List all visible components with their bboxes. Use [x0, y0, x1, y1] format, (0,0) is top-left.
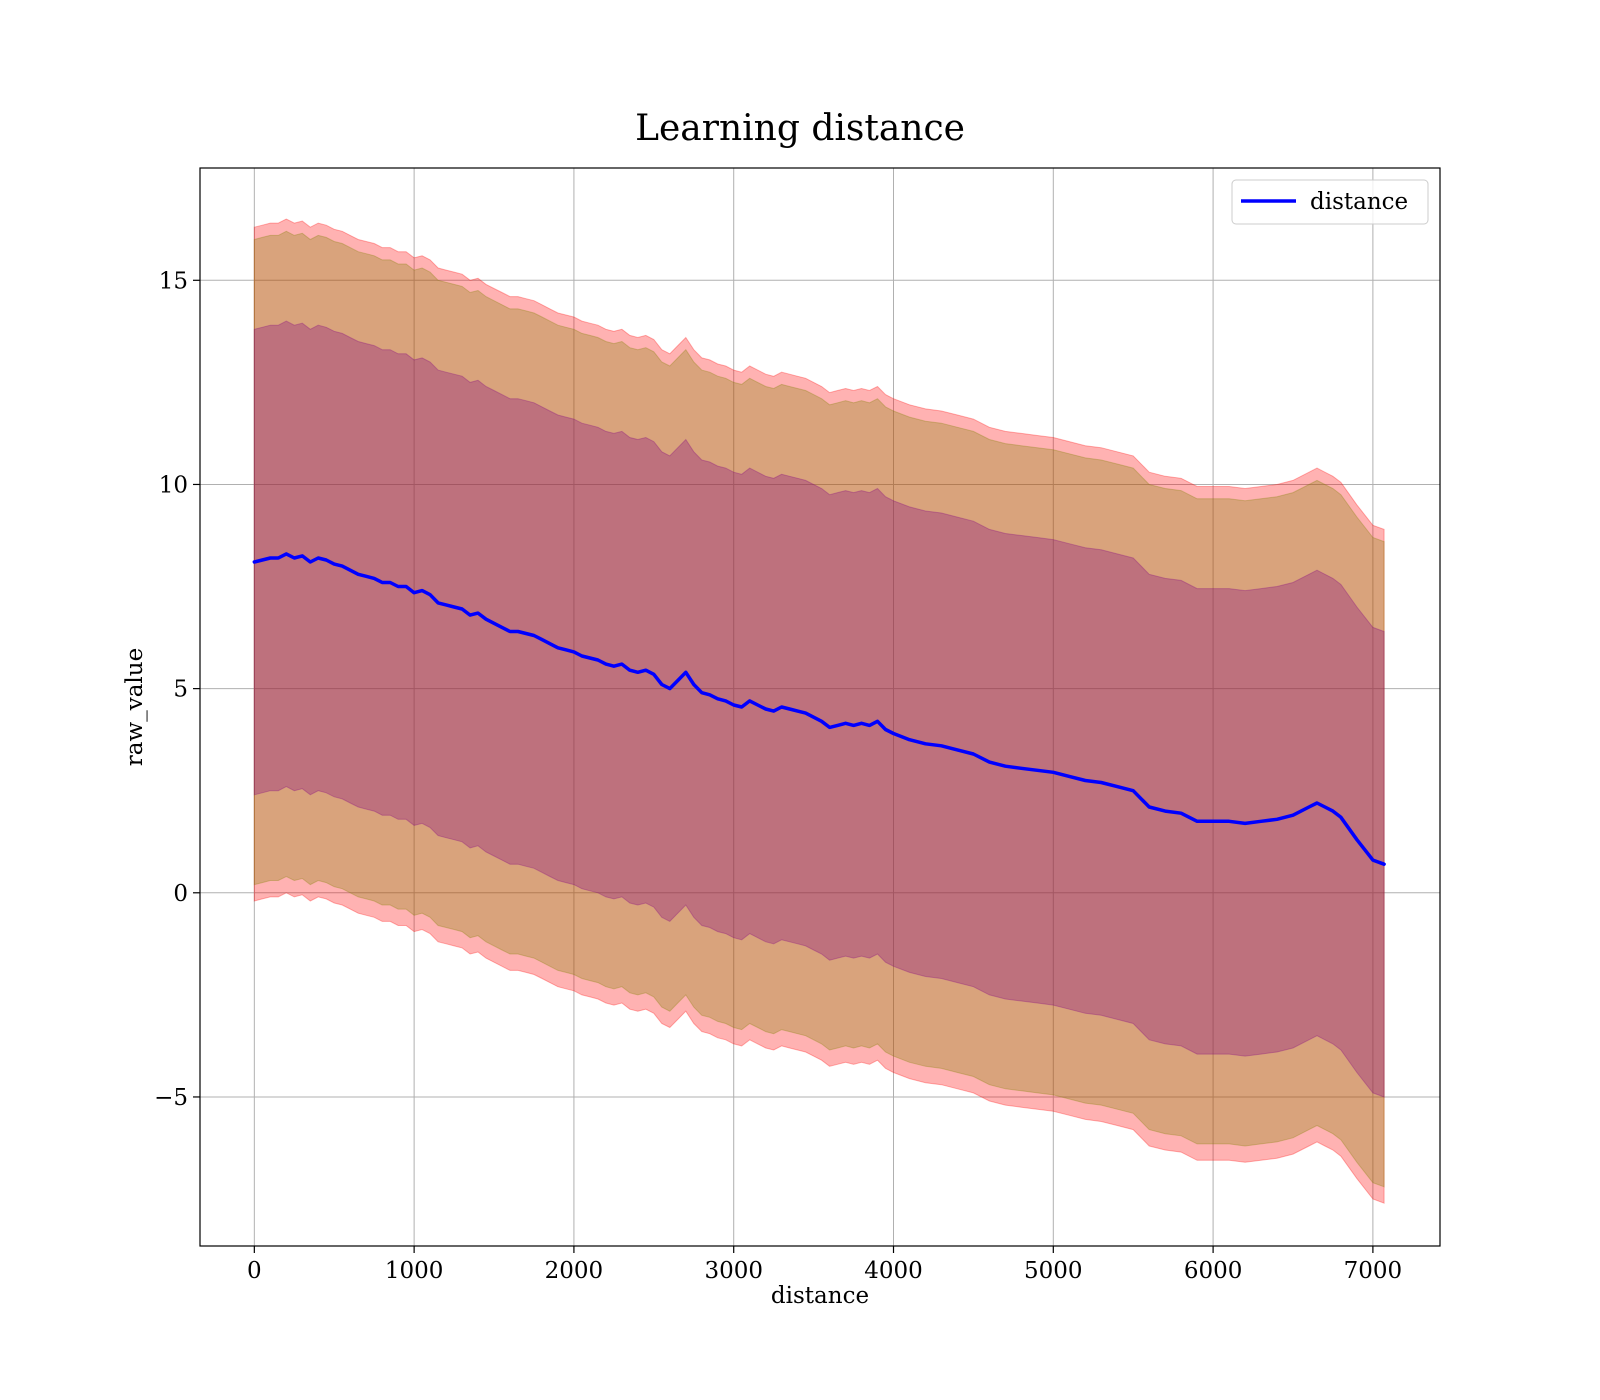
- chart-title: Learning distance: [635, 108, 965, 149]
- y-tick-label: 5: [173, 677, 188, 703]
- x-tick-label: 0: [247, 1258, 262, 1284]
- x-axis-label: distance: [771, 1283, 869, 1309]
- y-tick-label: 15: [159, 268, 188, 294]
- y-tick-label: 10: [159, 472, 188, 498]
- x-tick-label: 7000: [1344, 1258, 1403, 1284]
- x-tick-label: 6000: [1184, 1258, 1243, 1284]
- x-tick-label: 5000: [1024, 1258, 1083, 1284]
- band-layer: [253, 218, 1385, 1204]
- legend-box: [1231, 179, 1429, 225]
- line-layer: [252, 552, 1386, 866]
- x-tick-label: 4000: [864, 1258, 923, 1284]
- legend: distance: [1231, 179, 1429, 225]
- band-area-1: [253, 218, 1385, 1204]
- band-area-2: [253, 230, 1385, 1188]
- plot-frame: [199, 167, 1441, 1247]
- y-tick-label: 0: [173, 881, 188, 907]
- grid-layer: [200, 168, 1440, 1246]
- y-tick-label: −5: [154, 1085, 188, 1111]
- x-tick-label: 1000: [385, 1258, 444, 1284]
- band-area-3: [253, 320, 1385, 1098]
- legend-entry-distance: distance: [1310, 189, 1408, 215]
- series-line-distance: [252, 552, 1386, 866]
- y-axis-label: raw_value: [122, 648, 148, 766]
- tick-layer: 0 1000 2000 3000 4000 5000 6000 7000 −5 0 5 10 15: [154, 268, 1402, 1284]
- x-tick-label: 3000: [704, 1258, 763, 1284]
- x-tick-label: 2000: [545, 1258, 604, 1284]
